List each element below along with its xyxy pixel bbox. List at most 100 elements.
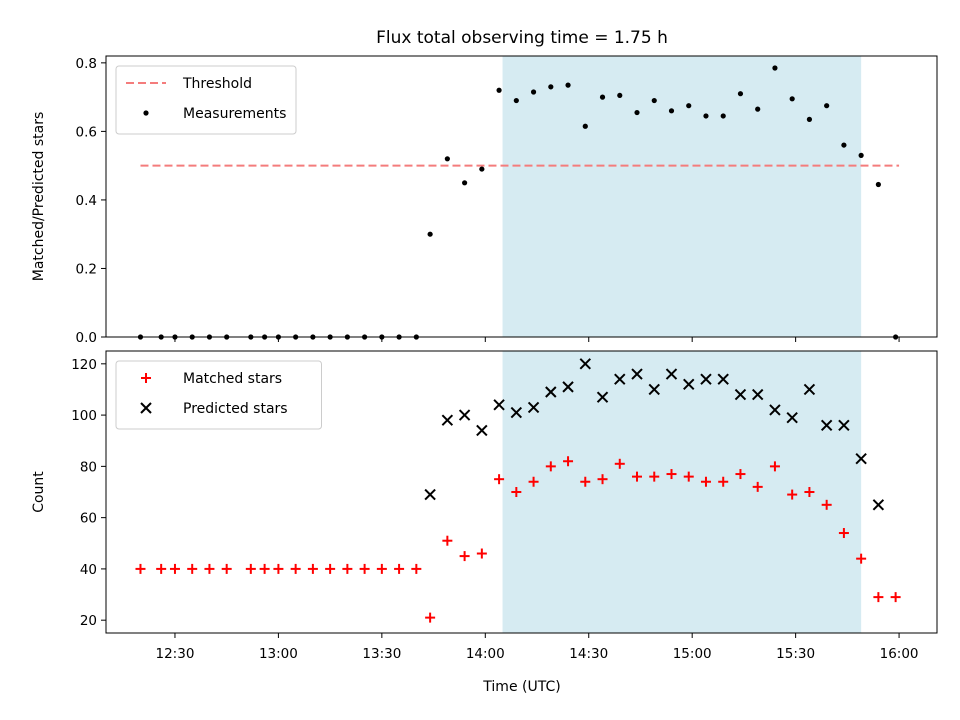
- predicted-star-point: [786, 411, 798, 424]
- predicted-star-point: [579, 358, 591, 370]
- x-tick-label: 12:30: [156, 646, 195, 662]
- matched-star-point: [325, 563, 336, 574]
- matched-star-point: [545, 461, 556, 472]
- matched-star-point: [649, 471, 660, 482]
- x-axis-label: Time (UTC): [482, 679, 560, 695]
- y-axis-label: Count: [31, 471, 47, 513]
- predicted-star-point: [631, 368, 643, 380]
- predicted-star-point: [614, 373, 626, 385]
- matched-star-point: [411, 563, 422, 574]
- measurement-point: [634, 109, 640, 116]
- legend-measurement-swatch: [143, 110, 149, 116]
- measurement-point: [755, 106, 761, 112]
- matched-star-point: [221, 563, 232, 574]
- legend-predicted-swatch: [140, 402, 152, 414]
- measurement-point: [479, 166, 485, 172]
- matched-star-point: [821, 499, 832, 510]
- observing-window: [502, 56, 862, 337]
- predicted-star-point: [458, 409, 471, 421]
- measurement-point: [686, 103, 692, 109]
- predicted-star-point: [683, 378, 695, 391]
- matched-star-point: [394, 563, 405, 574]
- predicted-star-point: [734, 388, 747, 401]
- y-tick-label: 0.6: [76, 124, 97, 140]
- observing-window: [502, 351, 862, 633]
- matched-star-point: [459, 551, 470, 562]
- legend-box: [115, 360, 322, 430]
- matched-star-point: [614, 458, 625, 469]
- predicted-star-point: [424, 488, 436, 501]
- measurement-point: [651, 97, 657, 104]
- legend: Matched stars Predicted stars: [115, 360, 322, 430]
- measurement-point: [599, 94, 606, 100]
- y-tick-label: 0.4: [76, 193, 97, 209]
- measurement-point: [462, 180, 468, 186]
- predicted-star-point: [769, 404, 781, 416]
- legend-label: Threshold: [182, 76, 252, 92]
- matched-star-point: [204, 563, 215, 574]
- y-tick-label: 120: [71, 357, 97, 373]
- measurement-point: [875, 181, 881, 188]
- predicted-star-point: [527, 401, 540, 414]
- matched-star-point: [511, 487, 522, 497]
- predicted-star-point: [476, 424, 488, 437]
- matched-star-point: [245, 563, 256, 574]
- matched-star-point: [632, 471, 643, 482]
- legend-label: Matched stars: [183, 371, 282, 387]
- count-panel: 20 40 60 80 100 120 12:30 13:00 13:30 14:00 14:30 1…: [31, 350, 938, 662]
- y-tick-label: 0.2: [76, 261, 97, 277]
- x-tick-label: 16:00: [880, 646, 919, 662]
- matched-star-point: [804, 487, 815, 497]
- measurement-point: [582, 123, 588, 129]
- measurement-point: [737, 91, 744, 97]
- x-tick-label: 15:30: [776, 646, 815, 662]
- measurement-point: [444, 156, 450, 162]
- matched-star-point: [718, 476, 729, 487]
- matched-star-point: [856, 553, 867, 564]
- matched-star-point: [273, 563, 284, 574]
- measurement-point: [720, 113, 726, 119]
- matched-star-point: [873, 592, 884, 603]
- predicted-star-point: [751, 388, 764, 401]
- predicted-star-point: [493, 399, 505, 411]
- matched-star-point: [290, 563, 301, 574]
- legend-label: Measurements: [183, 106, 286, 122]
- legend: Threshold Measurements: [115, 65, 297, 135]
- predicted-star-point: [820, 419, 833, 432]
- matched-star-point: [359, 563, 370, 574]
- predicted-star-point: [855, 452, 867, 465]
- y-tick-label: 0.0: [76, 330, 97, 346]
- predicted-star-point: [803, 383, 816, 396]
- legend-matched-swatch: [141, 373, 151, 383]
- predicted-star-point: [717, 373, 729, 385]
- matched-star-point: [169, 563, 180, 574]
- x-tick-label: 14:30: [569, 646, 608, 662]
- plot-frame: [105, 55, 938, 338]
- matched-star-point: [494, 474, 505, 485]
- y-tick-label: 0.8: [76, 56, 97, 72]
- measurement-point: [824, 103, 830, 109]
- matched-star-point: [528, 476, 539, 487]
- plot-frame: [105, 350, 938, 634]
- measurement-point: [841, 142, 847, 148]
- y-tick-label: 20: [80, 613, 97, 629]
- x-tick-label: 14:00: [466, 646, 505, 662]
- matched-star-point: [342, 563, 353, 574]
- measurement-point: [789, 96, 795, 102]
- measurement-point: [530, 89, 537, 95]
- y-tick-label: 100: [71, 408, 97, 424]
- predicted-star-point: [665, 368, 678, 380]
- y-axis-label: Matched/Predicted stars: [31, 112, 47, 282]
- matched-star-point: [476, 548, 487, 559]
- predicted-star-point: [545, 386, 557, 398]
- matched-star-point: [769, 461, 780, 472]
- matched-star-point: [666, 469, 677, 480]
- measurement-point: [565, 82, 571, 88]
- ratio-panel: 0.0 0.2 0.4 0.6 0.8 Matched/Predicted stars Th…: [31, 55, 938, 346]
- matched-star-point: [376, 563, 387, 574]
- legend-box: [115, 65, 297, 135]
- matched-star-point: [135, 563, 146, 574]
- matched-star-point: [890, 592, 901, 603]
- predicted-star-point: [838, 419, 850, 432]
- x-tick-label: 15:00: [673, 646, 712, 662]
